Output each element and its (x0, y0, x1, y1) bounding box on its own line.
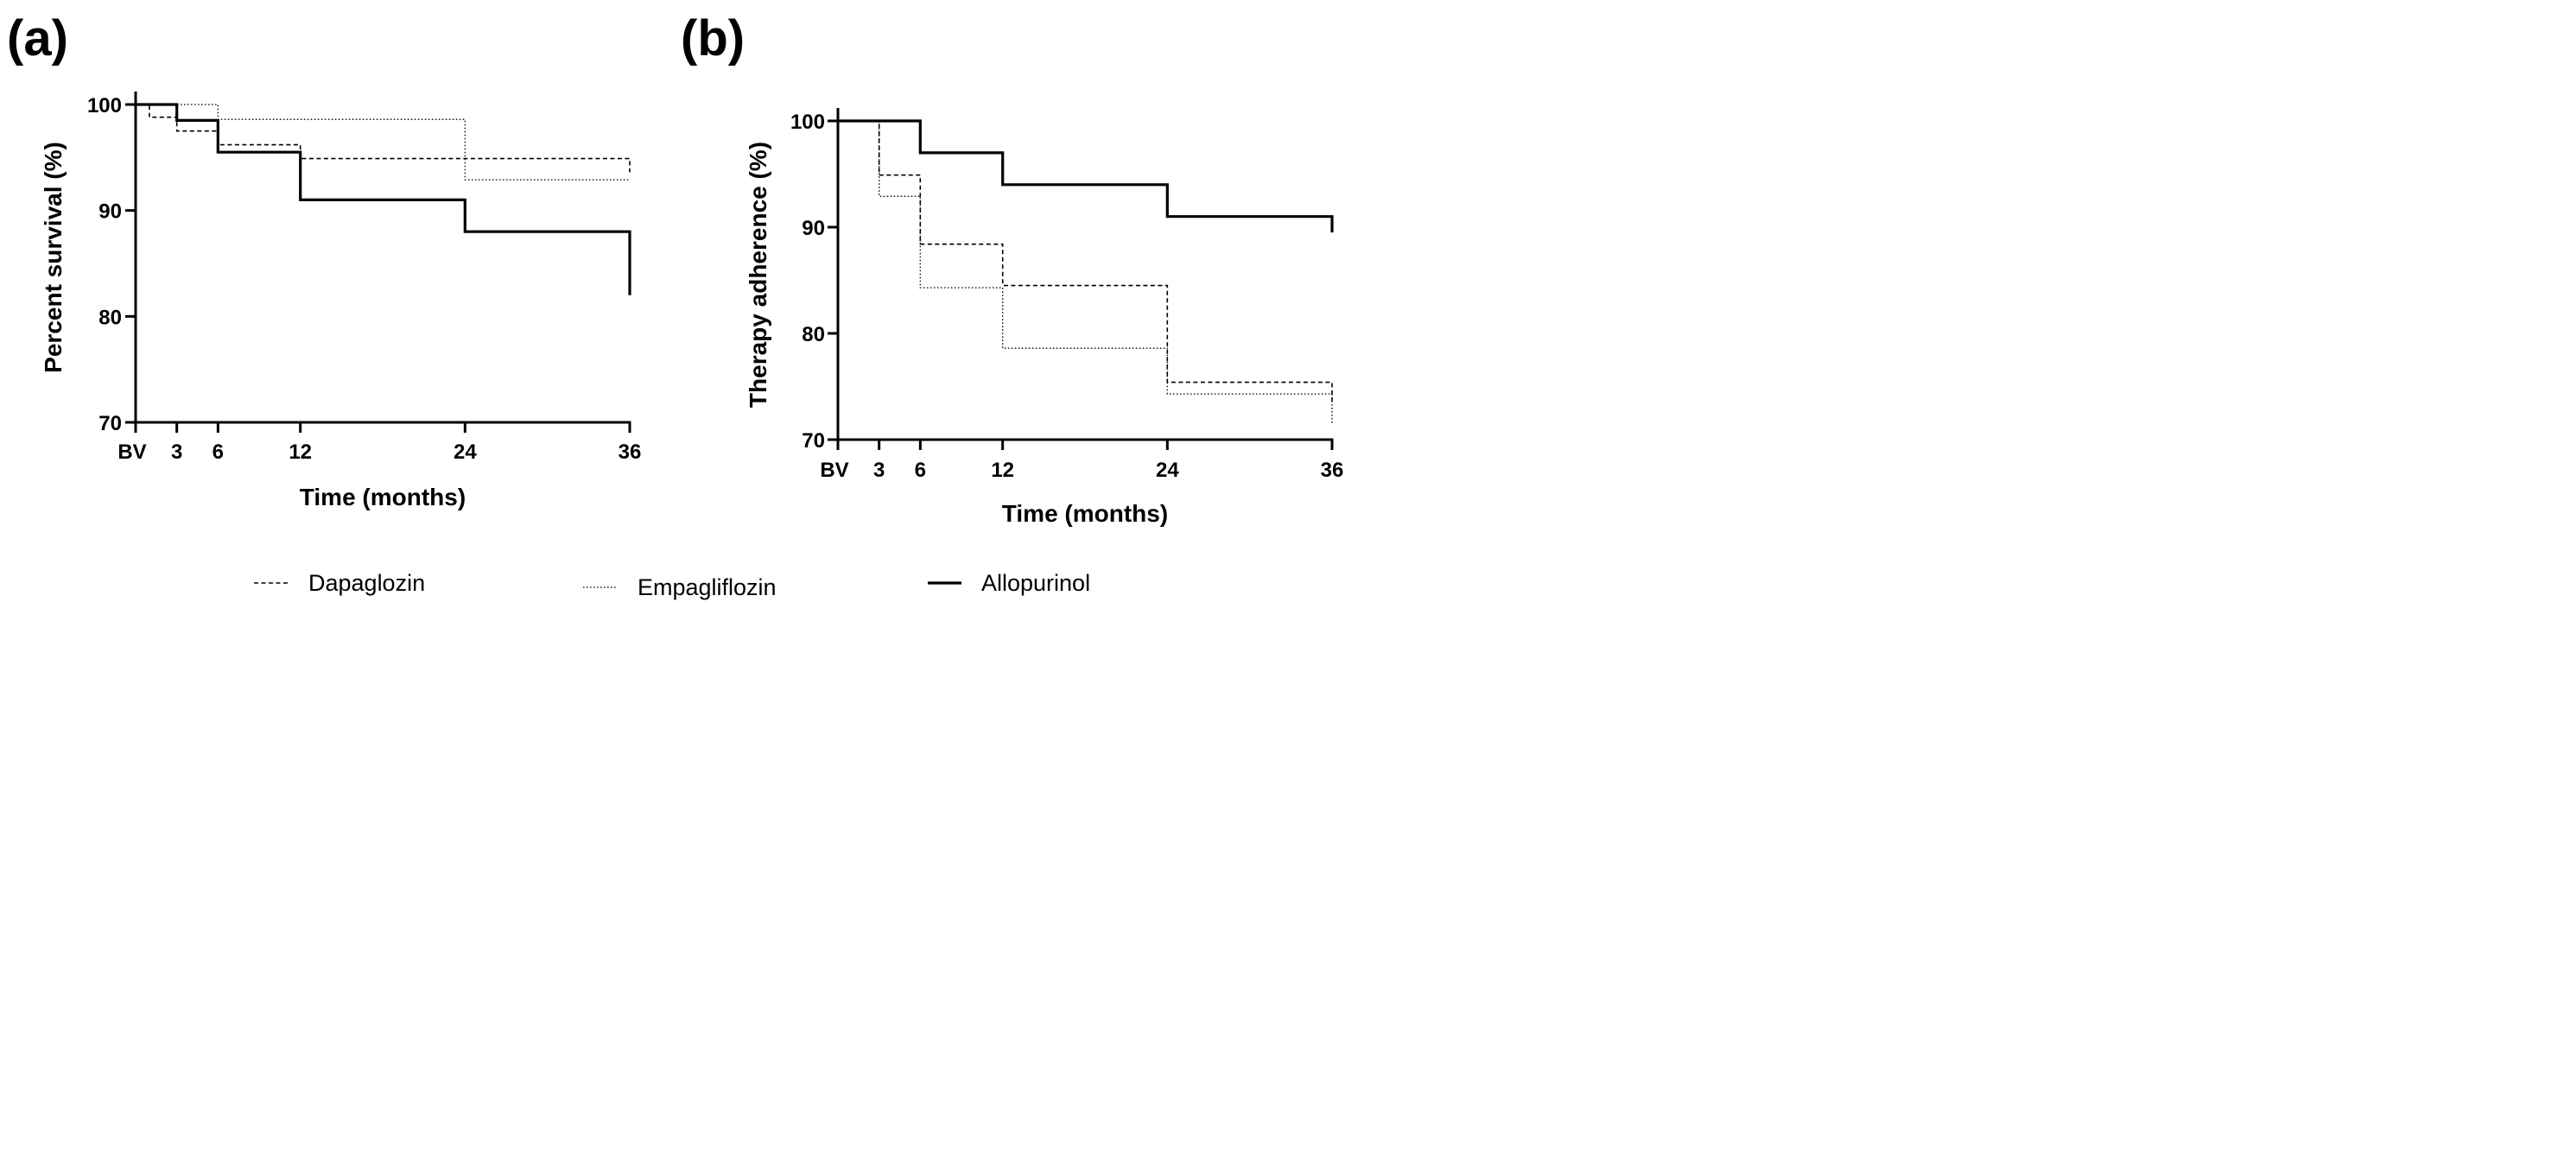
x-tick-label-a-36: 36 (619, 440, 642, 464)
x-tick-label-a-3: 3 (171, 440, 182, 464)
x-axis-title-b: Time (months) (1002, 500, 1168, 527)
x-tick-label-a-6: 6 (213, 440, 224, 464)
x-tick-label-b-12: 12 (991, 459, 1014, 482)
y-tick-label-a-100: 100 (87, 94, 122, 117)
legend-label-empagliflozin: Empagliflozin (638, 574, 777, 600)
series-empagliflozin-b (838, 120, 1333, 425)
series-dapaglozin-b (838, 120, 1333, 402)
y-axis-title-a: Percent survival (%) (40, 142, 67, 373)
x-tick-label-a-24: 24 (454, 440, 477, 464)
y-tick-label-a-80: 80 (98, 306, 122, 329)
y-tick-label-a-70: 70 (98, 412, 122, 435)
x-tick-label-a-bv: BV (117, 440, 146, 464)
series-allopurinol-a (136, 103, 631, 295)
x-tick-label-b-6: 6 (915, 459, 926, 482)
legend-label-allopurinol: Allopurinol (981, 570, 1090, 596)
x-tick-label-a-12: 12 (289, 440, 312, 464)
y-tick-label-b-100: 100 (790, 111, 825, 134)
x-tick-label-b-bv: BV (820, 459, 848, 482)
panel-label-a: (a) (7, 10, 68, 67)
y-tick-label-b-70: 70 (802, 429, 825, 453)
panel-label-b: (b) (681, 10, 745, 67)
y-axis-title-b: Therapy adherence (%) (745, 142, 771, 408)
series-allopurinol-b (838, 119, 1334, 233)
y-tick-label-a-90: 90 (98, 200, 122, 224)
y-tick-label-b-90: 90 (802, 217, 825, 240)
legend-label-dapaglozin: Dapaglozin (308, 570, 425, 596)
legend: Dapaglozin Empagliflozin Allopurinol (254, 570, 1090, 600)
series-dapaglozin-a (136, 104, 631, 173)
series-empagliflozin-a (136, 104, 630, 181)
x-axis-title-a: Time (months) (300, 484, 466, 510)
y-tick-label-b-80: 80 (802, 323, 825, 346)
x-tick-label-b-24: 24 (1156, 459, 1179, 482)
x-tick-label-b-3: 3 (873, 459, 885, 482)
x-tick-label-b-36: 36 (1321, 459, 1344, 482)
